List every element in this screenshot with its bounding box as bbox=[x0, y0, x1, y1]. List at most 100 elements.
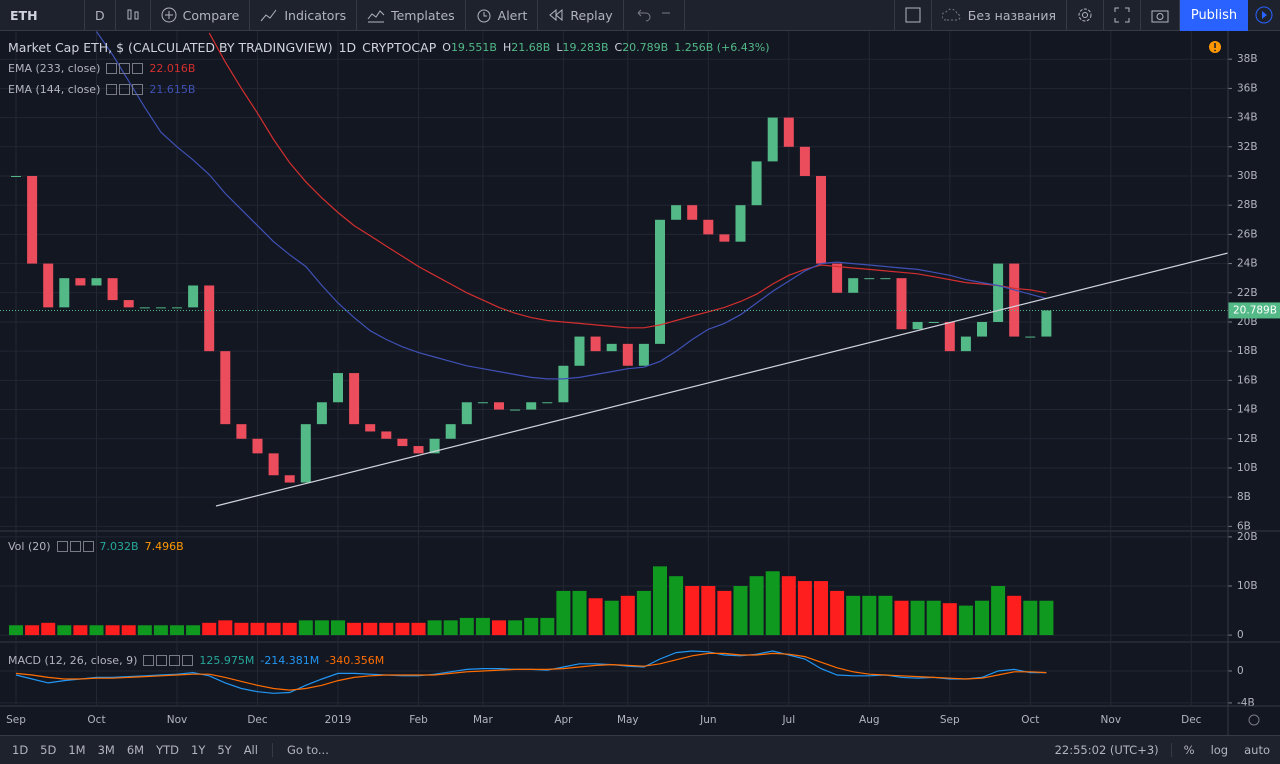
range-button[interactable]: 5Y bbox=[217, 743, 232, 757]
auto-toggle[interactable]: auto bbox=[1244, 743, 1270, 757]
icon bbox=[549, 8, 563, 22]
range-button[interactable]: 3M bbox=[97, 743, 115, 757]
candle bbox=[252, 438, 263, 454]
fullscreen[interactable] bbox=[1104, 0, 1141, 31]
templates-label: Templates bbox=[391, 7, 455, 23]
candle bbox=[413, 446, 424, 454]
range-button[interactable]: 6M bbox=[126, 743, 145, 757]
volume-ma-value: 7.496B bbox=[144, 540, 184, 553]
range-button[interactable]: 1D bbox=[12, 743, 29, 757]
goto[interactable]: Go to... bbox=[286, 743, 329, 757]
macd-value: -214.381M bbox=[260, 654, 320, 667]
range-button[interactable]: 5D bbox=[40, 743, 57, 757]
snapshot[interactable] bbox=[1141, 0, 1180, 31]
candle bbox=[107, 278, 118, 301]
y-tick-label: 24B bbox=[1237, 258, 1258, 270]
replay[interactable]: Replay bbox=[538, 0, 624, 31]
volume-bar bbox=[636, 590, 651, 636]
log-toggle[interactable]: log bbox=[1210, 743, 1229, 757]
volume-bar bbox=[234, 622, 249, 636]
compare[interactable]: Compare bbox=[151, 0, 251, 31]
volume-bar bbox=[379, 622, 394, 636]
icon bbox=[1255, 6, 1273, 24]
bottom-toolbar: 1D 5D 1M 3M 6M YTD 1Y 5Y All Go to... 22:55:02 (… bbox=[0, 735, 1280, 764]
volume-legend: Vol (20) 7.032B 7.496B bbox=[8, 540, 184, 553]
candle bbox=[848, 278, 859, 293]
volume-bar bbox=[556, 590, 571, 636]
volume-bar bbox=[572, 590, 587, 636]
volume-bar bbox=[797, 581, 812, 636]
volume-bar bbox=[846, 595, 861, 636]
legend-interval: 1D bbox=[338, 40, 357, 55]
ohlc-key: H bbox=[502, 41, 512, 54]
percent-toggle[interactable]: % bbox=[1183, 743, 1195, 757]
symbol[interactable]: ETH bbox=[0, 0, 85, 31]
volume-bar bbox=[830, 590, 845, 636]
candle bbox=[11, 175, 21, 177]
candle bbox=[719, 234, 730, 242]
candle bbox=[912, 321, 923, 330]
macd-legend: MACD (12, 26, close, 9) 125.975M -214.38… bbox=[8, 654, 384, 667]
candle bbox=[139, 307, 150, 309]
undo-redo[interactable] bbox=[624, 0, 685, 31]
icon bbox=[941, 8, 961, 21]
volume-bar bbox=[411, 622, 426, 636]
volume-bar bbox=[347, 622, 362, 636]
range-button[interactable]: YTD bbox=[156, 743, 179, 757]
ohlc-key: L bbox=[556, 41, 563, 54]
macd-controls[interactable] bbox=[143, 655, 194, 666]
settings[interactable] bbox=[1067, 0, 1104, 31]
volume-bar bbox=[250, 622, 265, 636]
candle bbox=[300, 424, 311, 483]
chart-type[interactable] bbox=[116, 0, 151, 31]
volume-bar bbox=[733, 585, 748, 636]
volume-bar bbox=[266, 622, 281, 636]
volume-bar bbox=[9, 625, 23, 636]
publish[interactable]: Publish bbox=[1180, 0, 1248, 31]
ema-line bbox=[96, 31, 1047, 380]
ohlc-item: L19.283B bbox=[556, 41, 608, 54]
range-button[interactable]: 1Y bbox=[191, 743, 206, 757]
main-legend: Market Cap ETH, $ (CALCULATED BY TRADING… bbox=[8, 40, 770, 55]
icon bbox=[161, 7, 177, 23]
fullscreen-box[interactable] bbox=[893, 0, 932, 31]
volume-bar bbox=[363, 622, 378, 636]
candle bbox=[1025, 336, 1036, 338]
interval[interactable]: D bbox=[85, 0, 116, 31]
warning-icon-dot bbox=[1214, 49, 1216, 52]
templates[interactable]: Templates bbox=[357, 0, 466, 31]
ema-line bbox=[208, 32, 1047, 329]
volume-bar bbox=[717, 590, 732, 636]
y-tick-label: 10B bbox=[1237, 580, 1258, 592]
volume-bar bbox=[89, 625, 104, 636]
settings-icon[interactable] bbox=[1248, 714, 1260, 726]
ema-controls[interactable] bbox=[106, 84, 144, 95]
range-button[interactable]: All bbox=[243, 743, 258, 757]
ohlc-value: 19.283B bbox=[562, 41, 609, 54]
alert[interactable]: Alert bbox=[466, 0, 539, 31]
layout-name[interactable]: Без названия bbox=[932, 0, 1067, 31]
candle bbox=[622, 343, 633, 366]
volume-bar bbox=[121, 625, 136, 636]
play[interactable] bbox=[1248, 0, 1280, 31]
candle bbox=[526, 402, 537, 410]
volume-controls[interactable] bbox=[56, 541, 94, 552]
indicators-label: Indicators bbox=[284, 7, 347, 23]
last-price-label: 20.789B bbox=[1233, 304, 1277, 316]
top-toolbar: ETH D Compare Indicators Templates Alert… bbox=[0, 0, 1280, 31]
volume-bar bbox=[540, 617, 555, 636]
candle bbox=[365, 424, 376, 432]
volume-bar bbox=[137, 625, 152, 636]
candle bbox=[606, 343, 617, 352]
candle bbox=[316, 402, 327, 425]
volume-bar bbox=[57, 625, 72, 636]
candle bbox=[655, 219, 665, 344]
icon bbox=[905, 7, 921, 23]
indicators[interactable]: Indicators bbox=[250, 0, 358, 31]
range-button[interactable]: 1M bbox=[68, 743, 86, 757]
volume-bar bbox=[475, 617, 490, 636]
candle bbox=[638, 343, 649, 366]
ema-controls[interactable] bbox=[106, 63, 144, 74]
y-tick-label: 30B bbox=[1237, 170, 1258, 182]
volume-bar bbox=[1007, 595, 1022, 636]
